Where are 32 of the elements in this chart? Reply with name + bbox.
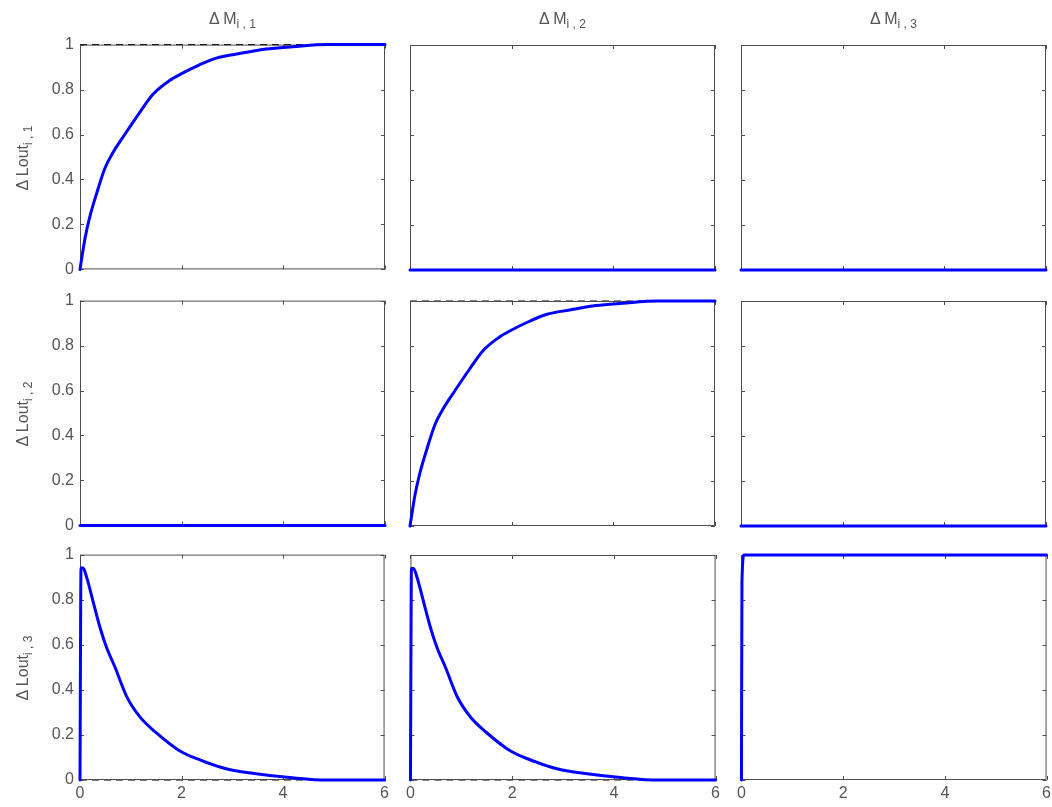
y-tick-label: 1 <box>65 291 75 309</box>
x-tick-label: 6 <box>711 784 721 802</box>
y-tick-label: 0.8 <box>51 335 75 353</box>
y-tick-label: 0 <box>65 770 75 788</box>
y-tick-label: 0.4 <box>51 680 75 698</box>
x-tick-label: 2 <box>507 784 517 802</box>
x-tick-label: 0 <box>737 784 746 802</box>
chart-title: Δ M$_{i , 3}$ <box>869 9 918 34</box>
y-tick-label: 0.6 <box>51 635 75 653</box>
y-tick-label: 0.2 <box>51 725 75 743</box>
y-tick-label: 0 <box>65 515 75 533</box>
y-tick-label: 0.2 <box>51 470 75 488</box>
x-tick-label: 6 <box>380 784 390 802</box>
x-tick-label: 0 <box>406 784 415 802</box>
y-tick-label: 0.4 <box>51 425 75 443</box>
y-tick-label: 0 <box>65 259 75 277</box>
chart-title: Δ M$_{i , 2}$ <box>538 9 587 34</box>
y-tick-label: 0.8 <box>51 590 75 608</box>
y-tick-label: 0.6 <box>51 380 75 398</box>
y-tick-label: 0.4 <box>51 169 75 187</box>
x-tick-label: 2 <box>838 784 848 802</box>
y-tick-label: 0.6 <box>51 124 75 142</box>
y-tick-label: 1 <box>65 545 75 563</box>
x-tick-label: 6 <box>1042 784 1052 802</box>
x-tick-label: 2 <box>177 784 187 802</box>
x-tick-label: 4 <box>278 784 288 802</box>
y-tick-label: 0.8 <box>51 79 75 97</box>
x-tick-label: 4 <box>609 784 619 802</box>
chart-title: Δ M$_{i , 1}$ <box>208 9 257 34</box>
y-tick-label: 1 <box>65 35 75 53</box>
x-tick-label: 4 <box>940 784 950 802</box>
y-tick-label: 0.2 <box>51 214 75 232</box>
